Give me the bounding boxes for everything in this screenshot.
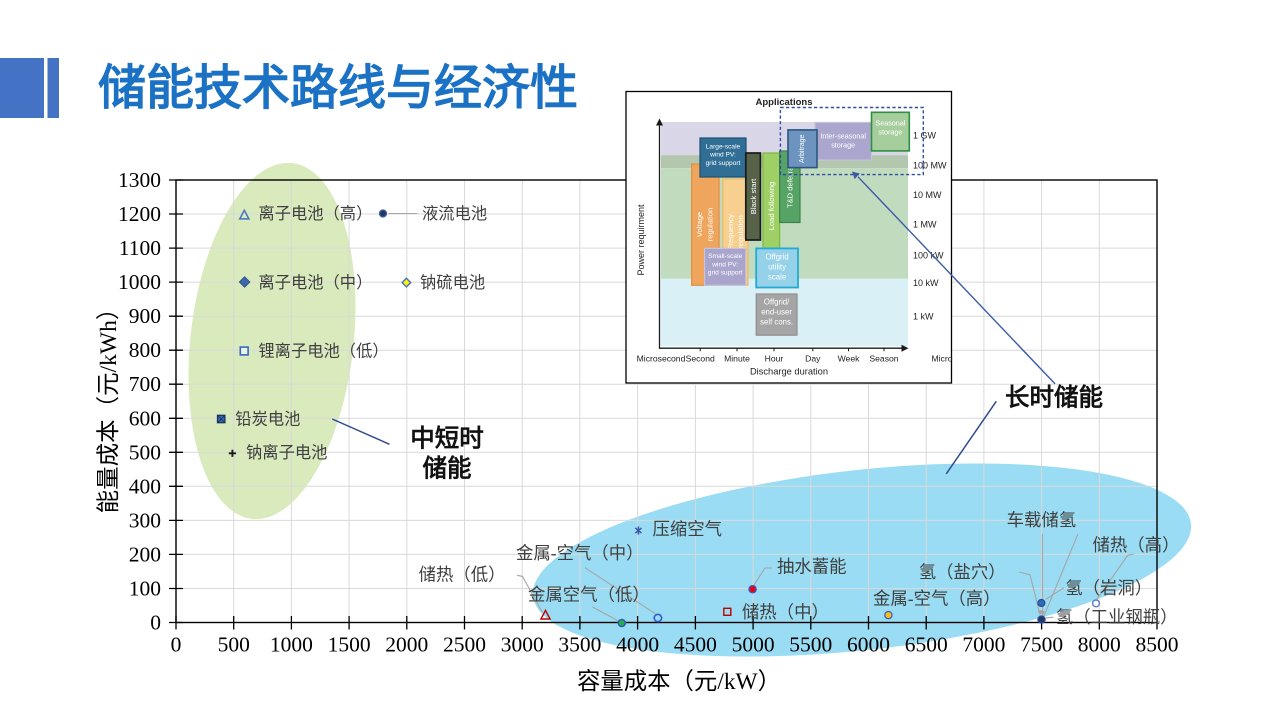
svg-text:Discharge duration: Discharge duration — [750, 367, 828, 377]
svg-text:Large-scale: Large-scale — [706, 144, 741, 151]
svg-text:储能: 储能 — [423, 454, 472, 483]
svg-text:6500: 6500 — [905, 633, 948, 657]
svg-text:储能技术路线与经济性: 储能技术路线与经济性 — [98, 62, 578, 115]
svg-text:1 GW: 1 GW — [913, 130, 937, 140]
svg-text:容量成本（元/kW）: 容量成本（元/kW） — [577, 668, 781, 695]
svg-text:钠离子电池: 钠离子电池 — [246, 443, 327, 462]
svg-text:8000: 8000 — [1078, 633, 1121, 657]
svg-text:1100: 1100 — [119, 236, 161, 260]
svg-text:Inter-seasonal: Inter-seasonal — [820, 132, 866, 141]
svg-text:0: 0 — [171, 633, 182, 657]
svg-text:Hour: Hour — [765, 354, 784, 364]
svg-text:700: 700 — [129, 372, 161, 396]
svg-text:utility: utility — [768, 263, 786, 272]
svg-text:铅炭电池: 铅炭电池 — [235, 409, 300, 428]
svg-text:Season: Season — [869, 354, 898, 364]
svg-text:1000: 1000 — [118, 270, 161, 294]
svg-text:1500: 1500 — [328, 633, 371, 657]
svg-text:wind PV:: wind PV: — [711, 261, 738, 268]
svg-text:离子电池（中）: 离子电池（中） — [258, 273, 372, 292]
svg-text:氢（盐穴）: 氢（盐穴） — [919, 562, 1006, 582]
svg-text:Week: Week — [838, 354, 861, 364]
svg-text:5000: 5000 — [732, 633, 775, 657]
svg-text:车载储氢: 车载储氢 — [1007, 510, 1077, 530]
svg-text:1300: 1300 — [118, 168, 161, 192]
svg-text:Voltage: Voltage — [695, 212, 704, 237]
svg-text:1 MW: 1 MW — [913, 219, 937, 229]
svg-text:储热（高）: 储热（高） — [1093, 535, 1180, 555]
svg-text:0: 0 — [150, 611, 161, 635]
svg-text:氢（岩洞）: 氢（岩洞） — [1065, 578, 1152, 598]
svg-text:10 MW: 10 MW — [913, 190, 942, 200]
svg-text:regulation: regulation — [736, 215, 745, 248]
svg-text:液流电池: 液流电池 — [422, 204, 487, 223]
svg-text:储热（中）: 储热（中） — [742, 602, 829, 622]
svg-text:抽水蓄能: 抽水蓄能 — [777, 557, 847, 577]
svg-text:5500: 5500 — [789, 633, 832, 657]
svg-text:200: 200 — [129, 542, 161, 566]
svg-text:600: 600 — [129, 406, 161, 430]
svg-text:Second: Second — [686, 354, 715, 364]
svg-text:storage: storage — [878, 128, 902, 137]
svg-text:self cons.: self cons. — [760, 318, 793, 327]
svg-text:end-user: end-user — [761, 308, 792, 317]
svg-text:Applications: Applications — [755, 97, 812, 108]
svg-text:长时储能: 长时储能 — [1005, 383, 1103, 412]
svg-text:1000: 1000 — [270, 633, 313, 657]
svg-text:regulation: regulation — [705, 208, 714, 241]
svg-text:300: 300 — [129, 508, 161, 532]
svg-text:2500: 2500 — [443, 633, 486, 657]
svg-text:压缩空气: 压缩空气 — [653, 519, 723, 539]
svg-text:scale: scale — [768, 273, 786, 282]
svg-text:2000: 2000 — [385, 633, 428, 657]
svg-text:4000: 4000 — [616, 633, 659, 657]
svg-text:10 kW: 10 kW — [913, 278, 939, 288]
svg-text:Black start: Black start — [749, 178, 758, 214]
svg-text:Frequency: Frequency — [726, 214, 735, 250]
svg-text:金属空气（低）: 金属空气（低） — [528, 585, 650, 605]
svg-text:Load following: Load following — [767, 182, 776, 231]
svg-text:100 kW: 100 kW — [913, 251, 944, 261]
svg-text:Small-scale: Small-scale — [708, 253, 742, 260]
svg-text:储热（低）: 储热（低） — [419, 564, 506, 584]
svg-text:金属-空气（中）: 金属-空气（中） — [516, 543, 644, 563]
svg-text:500: 500 — [218, 633, 250, 657]
svg-text:8500: 8500 — [1136, 633, 1179, 657]
svg-text:氢（工业钢瓶）: 氢（工业钢瓶） — [1056, 607, 1178, 627]
svg-text:Microsecond: Microsecond — [637, 354, 686, 364]
svg-text:100 MW: 100 MW — [913, 161, 947, 171]
svg-text:900: 900 — [129, 304, 161, 328]
svg-text:中短时: 中短时 — [410, 425, 484, 453]
svg-text:3000: 3000 — [501, 633, 544, 657]
svg-text:Offgrid/: Offgrid/ — [764, 298, 790, 307]
svg-text:7000: 7000 — [962, 633, 1005, 657]
svg-text:能量成本（元/kWh）: 能量成本（元/kWh） — [95, 297, 122, 514]
svg-text:Micro: Micro — [931, 354, 952, 364]
svg-text:wind PV:: wind PV: — [709, 152, 736, 159]
svg-text:Arbitrage: Arbitrage — [799, 134, 806, 163]
svg-text:Offgrid: Offgrid — [765, 253, 788, 262]
svg-text:钠硫电池: 钠硫电池 — [420, 273, 485, 292]
svg-text:Power requirment: Power requirment — [636, 204, 646, 276]
svg-text:Minute: Minute — [724, 354, 750, 364]
svg-text:grid support: grid support — [708, 270, 743, 277]
svg-text:grid support: grid support — [706, 160, 741, 167]
svg-text:离子电池（高）: 离子电池（高） — [258, 204, 372, 223]
svg-text:3500: 3500 — [558, 633, 601, 657]
svg-text:锂离子电池（低）: 锂离子电池（低） — [258, 342, 388, 361]
svg-text:6000: 6000 — [847, 633, 890, 657]
svg-text:100: 100 — [129, 577, 161, 601]
svg-text:金属-空气（高）: 金属-空气（高） — [873, 588, 1001, 608]
svg-text:T&D deferral: T&D deferral — [786, 165, 795, 208]
svg-text:4500: 4500 — [674, 633, 717, 657]
svg-text:1200: 1200 — [118, 202, 161, 226]
svg-text:7500: 7500 — [1020, 633, 1063, 657]
svg-text:Day: Day — [805, 354, 821, 364]
svg-text:800: 800 — [129, 338, 161, 362]
svg-text:400: 400 — [129, 474, 161, 498]
svg-text:500: 500 — [129, 440, 161, 464]
svg-text:1 kW: 1 kW — [913, 312, 934, 322]
svg-text:storage: storage — [831, 141, 855, 150]
svg-text:Seasonal: Seasonal — [875, 119, 905, 128]
